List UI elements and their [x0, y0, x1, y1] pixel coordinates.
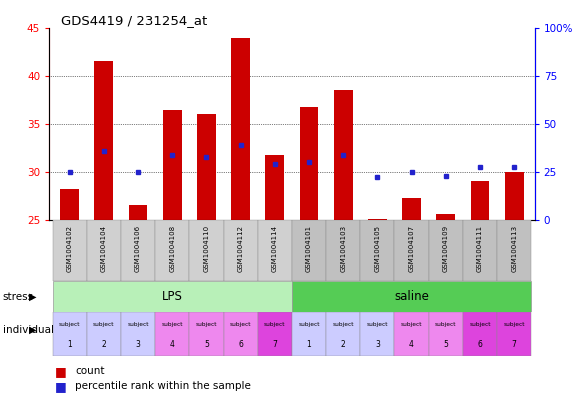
Text: GSM1004108: GSM1004108	[169, 225, 175, 272]
Text: GSM1004107: GSM1004107	[409, 225, 414, 272]
Text: subject: subject	[401, 322, 423, 327]
Bar	[121, 312, 155, 356]
Text: ■: ■	[55, 380, 66, 393]
Bar	[163, 110, 181, 220]
Text: 6: 6	[477, 340, 483, 349]
Text: subject: subject	[332, 322, 354, 327]
Text: LPS: LPS	[162, 290, 183, 303]
Text: subject: subject	[127, 322, 149, 327]
Bar	[463, 312, 497, 356]
Text: 6: 6	[238, 340, 243, 349]
Text: saline: saline	[394, 290, 429, 303]
Text: 7: 7	[272, 340, 277, 349]
Bar	[224, 312, 258, 356]
Bar	[436, 214, 455, 220]
Bar	[292, 312, 326, 356]
Bar	[394, 220, 429, 281]
Text: subject: subject	[366, 322, 388, 327]
Bar	[326, 312, 360, 356]
Bar	[87, 312, 121, 356]
Bar	[299, 107, 318, 220]
Text: stress: stress	[3, 292, 34, 302]
Text: subject: subject	[93, 322, 114, 327]
Text: 3: 3	[136, 340, 140, 349]
Bar	[87, 220, 121, 281]
Bar	[402, 198, 421, 220]
Text: subject: subject	[59, 322, 80, 327]
Bar	[463, 220, 497, 281]
Bar	[190, 312, 224, 356]
Text: GSM1004101: GSM1004101	[306, 225, 312, 272]
Text: GSM1004102: GSM1004102	[66, 225, 73, 272]
Bar	[326, 220, 360, 281]
Bar	[155, 220, 190, 281]
Text: individual: individual	[3, 325, 54, 335]
Bar	[470, 181, 490, 220]
Bar	[190, 220, 224, 281]
Bar	[224, 220, 258, 281]
Text: 5: 5	[204, 340, 209, 349]
Text: subject: subject	[469, 322, 491, 327]
Text: ■: ■	[55, 365, 66, 378]
Bar	[53, 281, 292, 312]
Bar	[155, 312, 190, 356]
Text: 4: 4	[170, 340, 175, 349]
Bar	[394, 312, 429, 356]
Bar	[334, 90, 353, 220]
Text: 4: 4	[409, 340, 414, 349]
Bar	[129, 205, 147, 220]
Bar	[121, 220, 155, 281]
Text: subject: subject	[161, 322, 183, 327]
Text: 7: 7	[512, 340, 517, 349]
Text: GSM1004104: GSM1004104	[101, 225, 107, 272]
Bar	[368, 219, 387, 220]
Bar	[258, 312, 292, 356]
Text: GSM1004109: GSM1004109	[443, 225, 449, 272]
Text: ▶: ▶	[29, 292, 36, 302]
Bar	[197, 114, 216, 220]
Text: GSM1004105: GSM1004105	[375, 225, 380, 272]
Bar	[429, 312, 463, 356]
Text: GSM1004113: GSM1004113	[511, 225, 517, 272]
Text: GDS4419 / 231254_at: GDS4419 / 231254_at	[61, 14, 207, 27]
Text: subject: subject	[298, 322, 320, 327]
Text: GSM1004114: GSM1004114	[272, 225, 278, 272]
Bar	[258, 220, 292, 281]
Bar	[53, 220, 87, 281]
Text: count: count	[75, 366, 105, 376]
Text: 2: 2	[102, 340, 106, 349]
Text: subject: subject	[264, 322, 286, 327]
Text: 1: 1	[67, 340, 72, 349]
Text: GSM1004112: GSM1004112	[238, 225, 243, 272]
Text: 3: 3	[375, 340, 380, 349]
Bar	[292, 281, 531, 312]
Text: percentile rank within the sample: percentile rank within the sample	[75, 381, 251, 391]
Text: GSM1004103: GSM1004103	[340, 225, 346, 272]
Text: subject: subject	[230, 322, 251, 327]
Bar	[497, 312, 531, 356]
Bar	[94, 61, 113, 220]
Bar	[231, 38, 250, 220]
Text: 5: 5	[443, 340, 448, 349]
Text: GSM1004106: GSM1004106	[135, 225, 141, 272]
Bar	[360, 220, 394, 281]
Bar	[292, 220, 326, 281]
Bar	[497, 220, 531, 281]
Bar	[505, 172, 524, 220]
Bar	[265, 154, 284, 220]
Text: ▶: ▶	[29, 325, 36, 335]
Text: subject: subject	[435, 322, 457, 327]
Text: GSM1004110: GSM1004110	[203, 225, 209, 272]
Bar	[53, 312, 87, 356]
Text: 2: 2	[341, 340, 346, 349]
Text: subject: subject	[503, 322, 525, 327]
Text: GSM1004111: GSM1004111	[477, 225, 483, 272]
Text: subject: subject	[196, 322, 217, 327]
Bar	[360, 312, 394, 356]
Bar	[60, 189, 79, 220]
Text: 1: 1	[306, 340, 312, 349]
Bar	[429, 220, 463, 281]
